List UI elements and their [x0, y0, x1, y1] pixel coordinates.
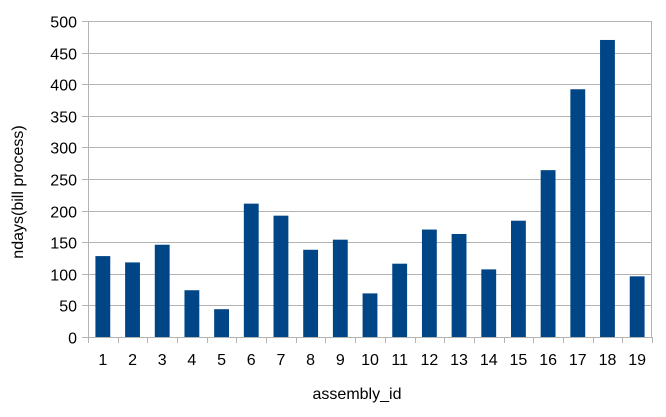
x-tick-label: 14	[480, 352, 498, 369]
bar-13	[451, 233, 467, 337]
x-tick-label: 1	[98, 352, 107, 369]
x-tick-label: 2	[128, 352, 137, 369]
bar-5	[214, 309, 229, 337]
x-tick-label: 8	[306, 352, 315, 369]
x-tick-label: 15	[510, 352, 528, 369]
x-tick-labels: 1 2 3 4 5 6 7 8 9 10 11 12 13 14 15 16 17 18 19	[98, 352, 646, 369]
y-tick-label: 500	[50, 15, 77, 32]
y-tick-label: 250	[50, 173, 77, 190]
x-tick-label: 19	[628, 352, 646, 369]
y-tick-label: 150	[50, 236, 77, 253]
bar-17	[570, 89, 586, 337]
x-tick-label: 11	[391, 352, 408, 369]
x-tick-label: 16	[539, 352, 557, 369]
x-tick-label: 13	[450, 352, 468, 369]
y-tick-label: 100	[50, 268, 77, 285]
bar-7	[273, 215, 289, 337]
bar-12	[421, 229, 437, 337]
x-tick-label: 18	[599, 352, 617, 369]
y-tick-labels: 0 50 100 150 200 250 300 350 400 450 500	[50, 15, 77, 348]
y-tick-label: 400	[50, 78, 77, 95]
bar-2	[125, 262, 140, 337]
bar-8	[303, 249, 319, 337]
bar-4	[184, 290, 200, 337]
bar-15	[511, 220, 526, 337]
y-axis-title: ndays(bill process)	[10, 125, 27, 258]
x-tick-label: 3	[158, 352, 167, 369]
x-tick-label: 9	[336, 352, 345, 369]
x-tick-label: 10	[361, 352, 379, 369]
bar-19	[629, 276, 645, 337]
x-tick-label: 12	[420, 352, 438, 369]
x-axis-title: assembly_id	[313, 386, 402, 403]
bar-14	[481, 269, 497, 337]
bar-18	[600, 39, 615, 338]
y-tick-label: 450	[50, 47, 77, 64]
y-tick-label: 0	[68, 331, 77, 348]
x-tick-label: 7	[276, 352, 285, 369]
bar-11	[392, 263, 408, 337]
axes	[82, 21, 653, 343]
y-tick-label: 300	[50, 141, 77, 158]
bar-16	[540, 170, 556, 337]
y-tick-label: 350	[50, 110, 77, 127]
x-tick-label: 17	[569, 352, 587, 369]
y-tick-label: 200	[50, 205, 77, 222]
bar-9	[332, 239, 348, 337]
bar-6	[243, 203, 259, 337]
x-tick-label: 5	[217, 352, 226, 369]
bar-10	[362, 293, 378, 337]
bar-3	[154, 244, 170, 337]
x-tick-label: 4	[187, 352, 196, 369]
x-tick-label: 6	[247, 352, 256, 369]
bar-1	[95, 256, 111, 337]
bars	[95, 39, 645, 338]
gridlines	[88, 21, 652, 338]
y-tick-label: 50	[59, 299, 77, 316]
